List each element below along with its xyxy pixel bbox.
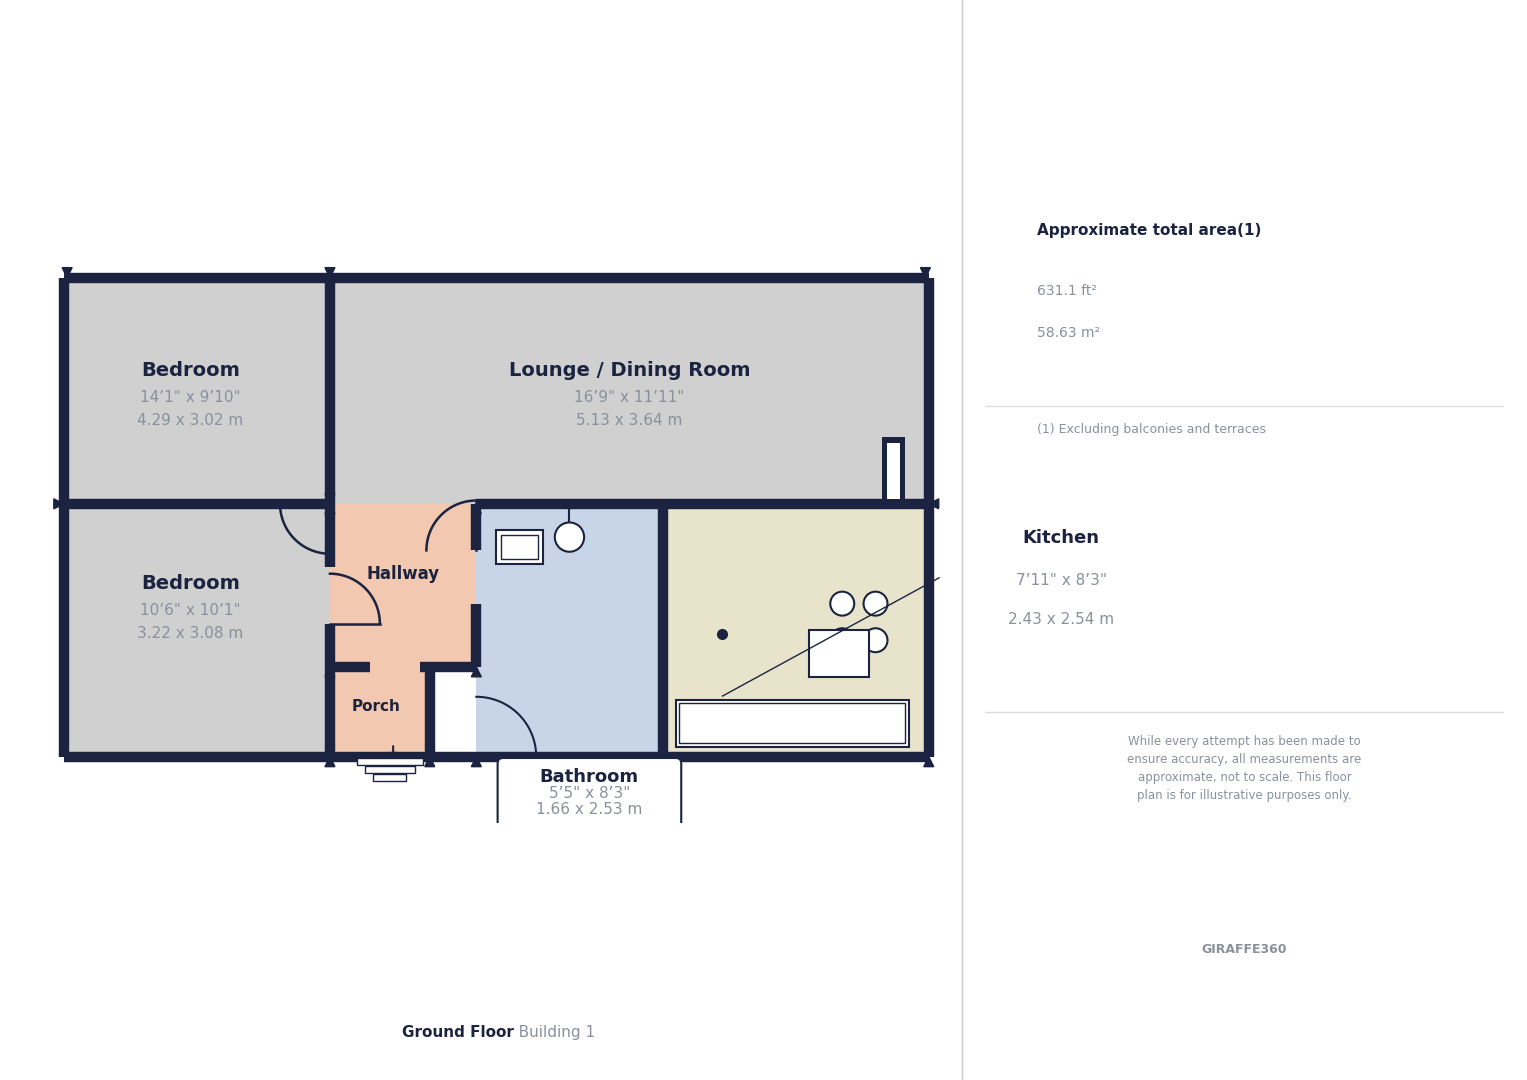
Bar (887, 443, 899, 499)
Polygon shape (472, 757, 481, 767)
Polygon shape (921, 268, 930, 278)
Bar (496, 530, 544, 564)
Text: Bedroom: Bedroom (140, 575, 240, 593)
Text: 4.29 x 3.02 m: 4.29 x 3.02 m (137, 414, 243, 428)
Text: 5’5" x 8’3": 5’5" x 8’3" (548, 786, 631, 801)
Text: GIRAFFE360: GIRAFFE360 (1202, 943, 1287, 956)
Bar (330, 666, 429, 757)
Bar (663, 504, 928, 757)
FancyBboxPatch shape (927, 501, 1196, 654)
Circle shape (554, 523, 585, 552)
Text: (1) Excluding balconies and terraces: (1) Excluding balconies and terraces (1037, 423, 1266, 436)
Text: 2.43 x 2.54 m: 2.43 x 2.54 m (1008, 612, 1115, 627)
Polygon shape (325, 494, 334, 504)
Text: Approximate total area(1): Approximate total area(1) (1037, 224, 1261, 238)
Polygon shape (325, 757, 334, 767)
Text: Bedroom: Bedroom (140, 362, 240, 380)
Polygon shape (425, 757, 435, 767)
Text: Porch: Porch (353, 699, 402, 714)
Text: While every attempt has been made to
ensure accuracy, all measurements are
appro: While every attempt has been made to ens… (1127, 735, 1362, 802)
Text: 10’6" x 10’1": 10’6" x 10’1" (140, 603, 241, 618)
Text: 14’1" x 9’10": 14’1" x 9’10" (140, 390, 241, 405)
Bar (373, 774, 406, 781)
Polygon shape (325, 504, 334, 514)
Bar (64, 278, 330, 504)
Circle shape (864, 629, 887, 652)
Text: 58.63 m²: 58.63 m² (1037, 326, 1099, 340)
Text: 3.22 x 3.08 m: 3.22 x 3.08 m (137, 626, 243, 642)
Text: Building 1: Building 1 (504, 1025, 596, 1040)
Text: 5.13 x 3.64 m: 5.13 x 3.64 m (576, 414, 683, 428)
Bar (676, 700, 909, 746)
Bar (357, 758, 423, 765)
Text: Kitchen: Kitchen (1023, 529, 1099, 548)
Text: 1.66 x 2.53 m: 1.66 x 2.53 m (536, 802, 643, 818)
Circle shape (831, 592, 854, 616)
Text: Ground Floor: Ground Floor (402, 1025, 515, 1040)
Text: Lounge / Dining Room: Lounge / Dining Room (508, 362, 750, 380)
Circle shape (864, 592, 887, 616)
Bar (680, 703, 906, 743)
Polygon shape (472, 504, 481, 514)
Text: 631.1 ft²: 631.1 ft² (1037, 284, 1096, 298)
Polygon shape (63, 268, 72, 278)
FancyBboxPatch shape (498, 758, 681, 827)
Bar (64, 504, 330, 757)
Polygon shape (325, 268, 334, 278)
Polygon shape (928, 499, 939, 509)
Bar (809, 631, 869, 677)
Text: Bathroom: Bathroom (541, 768, 638, 786)
Text: 7’11" x 8’3": 7’11" x 8’3" (1015, 573, 1107, 589)
Polygon shape (472, 666, 481, 677)
Bar (330, 278, 928, 504)
Bar (501, 535, 538, 559)
Polygon shape (924, 757, 933, 767)
Circle shape (831, 629, 854, 652)
Text: Hallway: Hallway (366, 565, 440, 583)
Bar (883, 437, 906, 504)
Bar (365, 766, 415, 772)
Bar (330, 504, 476, 666)
Bar (476, 504, 663, 757)
Text: 16’9" x 11’11": 16’9" x 11’11" (574, 390, 684, 405)
Polygon shape (53, 499, 64, 509)
Polygon shape (325, 666, 334, 677)
